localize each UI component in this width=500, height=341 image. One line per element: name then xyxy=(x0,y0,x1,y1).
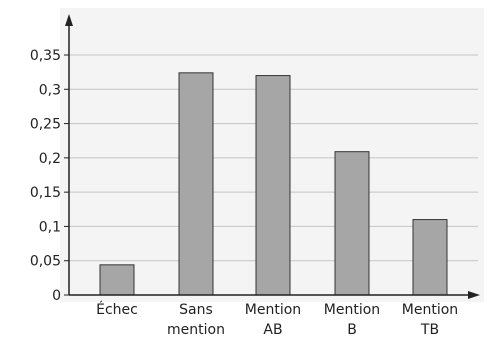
y-tick-label: 0,1 xyxy=(39,219,61,235)
x-tick-label: TB xyxy=(420,322,439,338)
x-tick-label: Mention xyxy=(245,302,301,318)
x-tick-labels: Échec Sans mention Mention AB Mention B Mention… xyxy=(96,301,458,338)
y-tick-labels: 0 0,05 0,1 0,15 0,2 0,25 0,3 0,35 xyxy=(30,48,61,304)
x-tick-label: mention xyxy=(167,322,225,338)
y-tick-label: 0,05 xyxy=(30,254,61,270)
y-axis-arrow xyxy=(65,14,73,26)
bar xyxy=(99,264,135,296)
axes xyxy=(64,14,480,299)
x-tick-label: B xyxy=(347,322,357,338)
bar xyxy=(255,75,291,296)
x-axis-arrow xyxy=(468,291,480,299)
x-tick-label: Sans xyxy=(179,302,213,318)
y-tick-label: 0,3 xyxy=(39,82,61,98)
y-tick-label: 0,2 xyxy=(39,151,61,167)
bar xyxy=(334,151,370,296)
x-tick-label: Mention xyxy=(402,302,458,318)
y-tick-label: 0,15 xyxy=(30,185,61,201)
x-tick-label: AB xyxy=(263,322,282,338)
y-tick-label: 0,35 xyxy=(30,48,61,64)
bar xyxy=(412,219,448,296)
x-tick-label: Échec xyxy=(96,301,138,318)
bars xyxy=(99,72,448,296)
bar xyxy=(178,72,214,296)
y-tick-label: 0,25 xyxy=(30,117,61,133)
y-tick-label: 0 xyxy=(52,288,61,304)
x-tick-label: Mention xyxy=(324,302,380,318)
